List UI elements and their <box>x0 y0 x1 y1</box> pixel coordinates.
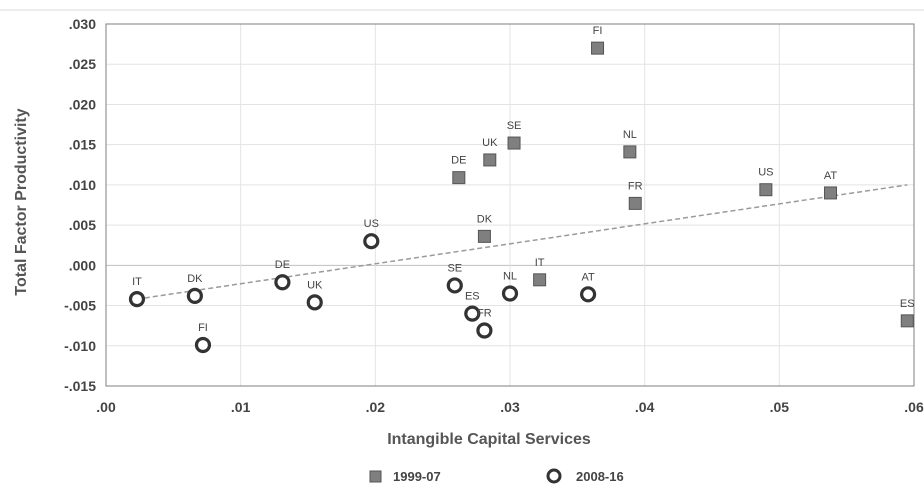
point-label: FR <box>477 307 492 319</box>
legend-label-2008-16: 2008-16 <box>576 469 624 484</box>
point-2008-16-se <box>446 277 463 294</box>
point-label: IT <box>132 276 142 288</box>
legend-label-1999-07: 1999-07 <box>393 469 441 484</box>
point-2008-16-nl <box>501 285 519 302</box>
plot-frame <box>105 23 915 387</box>
y-tick-label: .030 <box>69 16 96 32</box>
point-label: SE <box>507 120 522 132</box>
point-label: SE <box>447 262 462 274</box>
x-tick-label: .01 <box>231 399 251 415</box>
y-tick-label: .000 <box>69 257 96 273</box>
point-label: AT <box>824 170 838 182</box>
legend-square-marker <box>369 470 382 483</box>
point-2008-16-fr <box>476 322 493 339</box>
point-label: ES <box>900 298 915 310</box>
point-1999-07-se <box>507 136 521 150</box>
point-1999-07-us <box>759 183 773 197</box>
trendline <box>136 184 908 300</box>
legend: 1999-07 2008-16 <box>369 468 624 484</box>
point-2008-16-es <box>464 305 481 322</box>
point-label: DE <box>275 259 290 271</box>
y-tick-label: -.015 <box>64 378 96 394</box>
point-label: FI <box>593 25 603 37</box>
point-1999-07-uk <box>483 153 497 167</box>
point-label: FR <box>628 180 643 192</box>
y-tick-label: .010 <box>69 177 96 193</box>
point-1999-07-es <box>900 314 914 328</box>
x-tick-label: .06 <box>904 399 924 415</box>
point-label: IT <box>535 257 545 269</box>
y-tick-labels: .030 .025 .020 .015 .010 .005 .000 -.005 -.010 -.… <box>64 16 96 394</box>
y-tick-label: .005 <box>69 217 96 233</box>
point-1999-07-at <box>824 186 838 200</box>
point-label: FI <box>198 322 208 334</box>
y-tick-label: .015 <box>69 137 96 153</box>
point-label: US <box>758 167 773 179</box>
point-label: NL <box>503 270 517 282</box>
point-label: UK <box>482 137 498 149</box>
point-label: NL <box>623 129 637 141</box>
y-tick-label: .020 <box>69 96 96 112</box>
point-2008-16-dk <box>186 287 203 305</box>
point-1999-07-dk <box>477 229 491 243</box>
point-1999-07-fr <box>628 196 642 210</box>
point-label: US <box>364 218 379 230</box>
point-label: UK <box>307 279 323 291</box>
gridlines <box>106 23 914 387</box>
point-1999-07-nl <box>623 145 637 159</box>
point-1999-07-de <box>452 171 466 185</box>
point-label: ES <box>465 291 480 303</box>
point-1999-07-fi <box>591 41 605 55</box>
x-tick-label: .05 <box>770 399 790 415</box>
x-tick-labels: .00 .01 .02 .03 .04 .05 .06 <box>96 399 924 415</box>
point-label: AT <box>581 271 595 283</box>
point-label: DK <box>187 273 203 285</box>
data-points: FI SE NL UK DE US AT FR DK IT ES US IT DK DE UK SE ES FR NL… <box>128 25 915 354</box>
point-2008-16-de <box>274 274 291 291</box>
y-tick-label: -.005 <box>64 298 96 314</box>
x-tick-label: .04 <box>635 399 655 415</box>
point-1999-07-it <box>533 273 547 287</box>
point-label: DK <box>477 213 493 225</box>
legend-circle-marker <box>546 468 562 484</box>
point-label: DE <box>451 155 466 167</box>
x-axis-title: Intangible Capital Services <box>387 431 591 448</box>
x-tick-label: .03 <box>500 399 520 415</box>
y-axis-title: Total Factor Productivity <box>13 108 30 295</box>
point-2008-16-uk <box>306 294 323 311</box>
point-2008-16-fi <box>194 336 212 354</box>
y-tick-label: -.010 <box>64 338 96 354</box>
point-2008-16-it <box>128 291 146 308</box>
x-tick-label: .02 <box>366 399 386 415</box>
point-2008-16-us <box>363 233 380 250</box>
point-2008-16-at <box>580 286 597 303</box>
x-tick-label: .00 <box>96 399 116 415</box>
y-tick-label: .025 <box>69 56 96 72</box>
